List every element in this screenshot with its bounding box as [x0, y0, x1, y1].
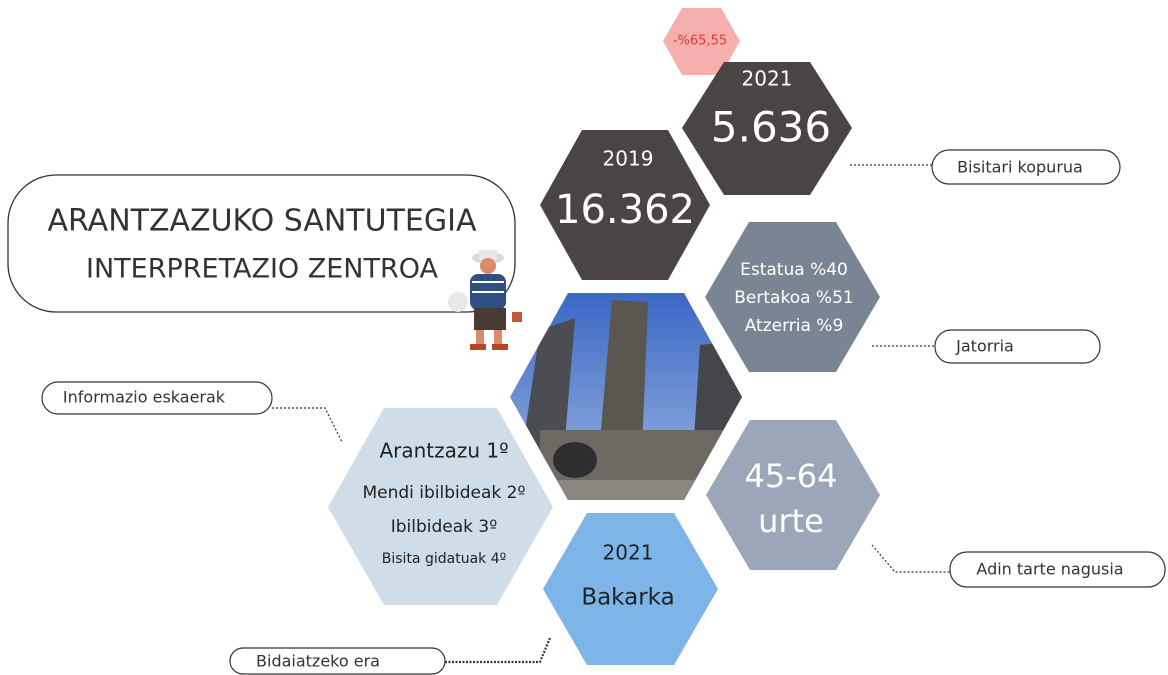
hex-line: Estatua %40 — [740, 260, 848, 280]
hex-year: 2019 — [603, 147, 654, 171]
label: Adin tarte nagusia — [976, 560, 1123, 579]
label: Jatorria — [955, 337, 1014, 356]
change-text: -%65,55 — [673, 34, 727, 49]
label: Bidaiatzeko era — [256, 652, 380, 671]
hex-year: 2021 — [742, 67, 793, 91]
title-box — [8, 175, 515, 312]
photo — [505, 290, 745, 505]
hex-line: urte — [758, 502, 824, 540]
hex-value: 5.636 — [711, 103, 831, 152]
title-line: INTERPRETAZIO ZENTROA — [86, 254, 439, 285]
connector — [272, 408, 342, 442]
hex-age — [706, 420, 880, 570]
label: Bisitari kopurua — [957, 158, 1083, 177]
hex-line: Bakarka — [581, 585, 674, 611]
hex-value: 16.362 — [555, 187, 695, 233]
label: Informazio eskaerak — [63, 388, 226, 407]
hex-line: Bertakoa %51 — [734, 288, 853, 308]
hex-line: 45-64 — [745, 457, 838, 495]
hex-line: Atzerria %9 — [745, 316, 844, 336]
hex-line: Arantzazu 1º — [379, 439, 508, 463]
hex-line: Ibilbideak 3º — [391, 517, 498, 537]
hex-line: 2021 — [603, 541, 654, 565]
title-line: ARANTZAZUKO SANTUTEGIA — [48, 204, 477, 239]
hex-line: Bisita gidatuak 4º — [382, 551, 506, 567]
connector — [872, 545, 950, 572]
hex-line: Mendi ibilbideak 2º — [362, 483, 525, 503]
connector — [445, 638, 550, 662]
infographic: ARANTZAZUKO SANTUTEGIA INTERPRETAZIO ZEN… — [0, 0, 1168, 675]
